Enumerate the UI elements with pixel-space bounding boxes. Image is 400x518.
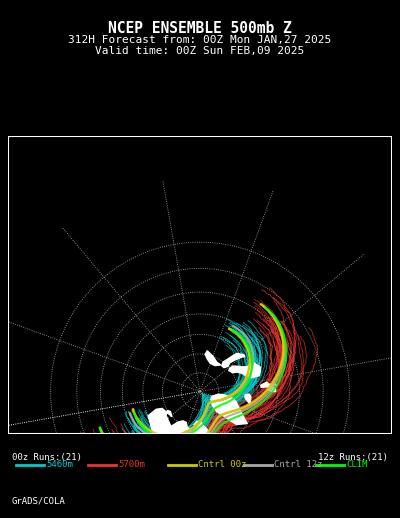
Text: 5460m: 5460m xyxy=(46,460,73,469)
Polygon shape xyxy=(148,408,263,518)
Text: NCEP ENSEMBLE 500mb Z: NCEP ENSEMBLE 500mb Z xyxy=(108,21,292,36)
Polygon shape xyxy=(229,363,260,378)
Text: Cntrl 12z: Cntrl 12z xyxy=(274,460,322,469)
Polygon shape xyxy=(205,351,221,366)
Text: 312H Forecast from: 00Z Mon JAN,27 2025: 312H Forecast from: 00Z Mon JAN,27 2025 xyxy=(68,35,332,45)
Text: 5700m: 5700m xyxy=(118,460,145,469)
Text: CLIM: CLIM xyxy=(346,460,368,469)
Polygon shape xyxy=(168,511,284,518)
Text: Cntrl 00z: Cntrl 00z xyxy=(198,460,246,469)
Text: 12z Runs:(21): 12z Runs:(21) xyxy=(318,453,388,462)
Text: GrADS/COLA: GrADS/COLA xyxy=(12,496,66,505)
Polygon shape xyxy=(222,353,245,368)
Polygon shape xyxy=(261,382,277,387)
Polygon shape xyxy=(211,394,247,425)
Text: 00z Runs:(21): 00z Runs:(21) xyxy=(12,453,82,462)
Polygon shape xyxy=(267,386,276,392)
Polygon shape xyxy=(245,394,251,404)
Text: Valid time: 00Z Sun FEB,09 2025: Valid time: 00Z Sun FEB,09 2025 xyxy=(95,46,305,56)
